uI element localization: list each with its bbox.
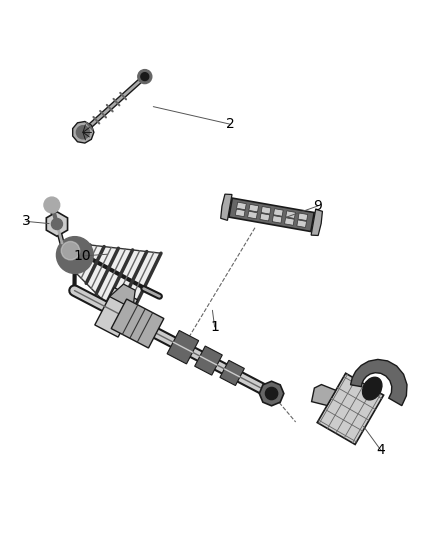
- Text: 10: 10: [74, 249, 91, 263]
- Polygon shape: [350, 359, 407, 406]
- Polygon shape: [194, 346, 223, 375]
- Polygon shape: [273, 208, 283, 216]
- Polygon shape: [235, 209, 245, 216]
- Polygon shape: [260, 213, 270, 221]
- Circle shape: [51, 219, 63, 230]
- Circle shape: [265, 387, 278, 400]
- Polygon shape: [298, 213, 308, 221]
- Circle shape: [76, 126, 89, 139]
- Polygon shape: [46, 212, 67, 236]
- Polygon shape: [261, 206, 271, 214]
- Polygon shape: [285, 218, 294, 225]
- Text: 1: 1: [210, 320, 219, 334]
- Polygon shape: [229, 198, 314, 231]
- Polygon shape: [237, 202, 246, 209]
- Polygon shape: [311, 384, 336, 406]
- Circle shape: [44, 197, 60, 213]
- Polygon shape: [220, 360, 244, 385]
- Polygon shape: [247, 211, 258, 219]
- Text: 2: 2: [226, 117, 234, 131]
- Text: 4: 4: [377, 443, 385, 457]
- Polygon shape: [249, 204, 258, 212]
- Text: 3: 3: [22, 214, 31, 228]
- Polygon shape: [73, 122, 94, 143]
- Polygon shape: [317, 373, 384, 445]
- Polygon shape: [259, 381, 284, 406]
- Polygon shape: [221, 194, 232, 220]
- Polygon shape: [167, 330, 199, 364]
- Polygon shape: [297, 220, 307, 228]
- Circle shape: [138, 70, 152, 84]
- Circle shape: [57, 237, 93, 273]
- Polygon shape: [66, 243, 161, 324]
- Circle shape: [141, 72, 149, 80]
- Ellipse shape: [363, 377, 382, 400]
- Text: 9: 9: [313, 199, 322, 213]
- Circle shape: [61, 241, 80, 260]
- Polygon shape: [311, 209, 322, 236]
- Polygon shape: [95, 288, 138, 337]
- Polygon shape: [286, 211, 296, 219]
- Polygon shape: [110, 284, 135, 309]
- Polygon shape: [111, 299, 164, 348]
- Polygon shape: [272, 215, 282, 223]
